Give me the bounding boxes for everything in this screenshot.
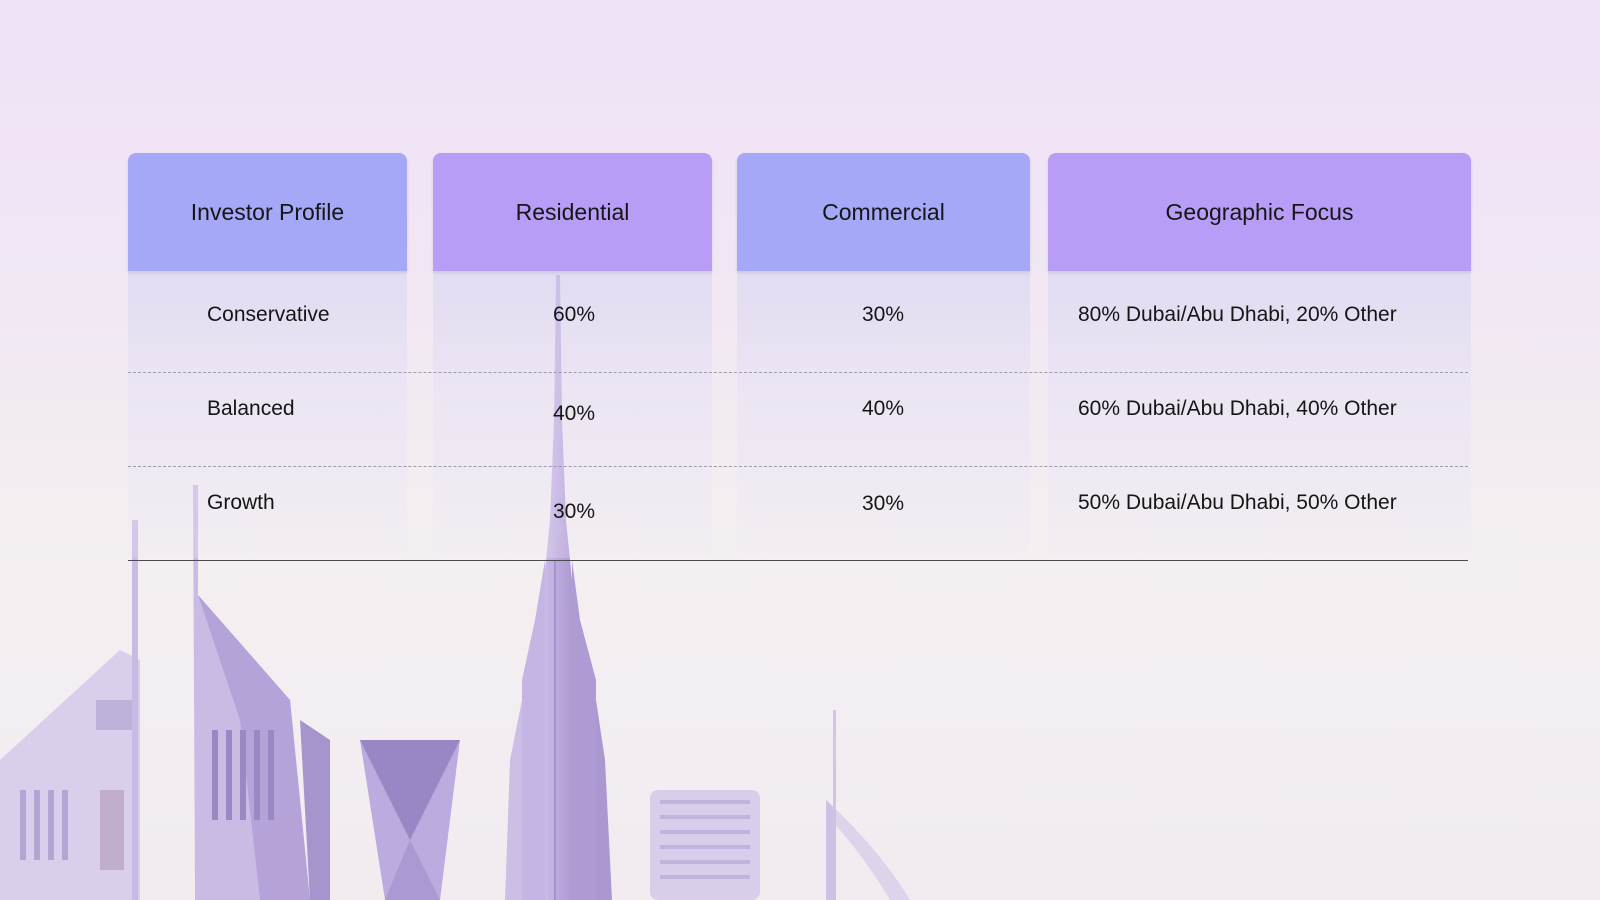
cell-residential-conservative: 60%: [553, 303, 596, 326]
column-body-background: [1048, 271, 1471, 558]
sail-building: [826, 710, 910, 900]
left-building: [0, 520, 140, 900]
header-investor-profile: Investor Profile: [128, 153, 407, 271]
emirates-tower-1: [193, 485, 330, 900]
column-investor-profile: Investor Profile Conservative Balanced G…: [128, 153, 407, 558]
cell-profile-growth: Growth: [207, 491, 275, 514]
burj-khalifa: [505, 275, 612, 900]
column-residential: Residential 60% 40% 30%: [433, 153, 712, 558]
column-body-background: [737, 271, 1030, 558]
cell-commercial-balanced: 40%: [862, 397, 905, 420]
investor-allocation-table: Investor Profile Conservative Balanced G…: [128, 153, 1471, 561]
cell-commercial-conservative: 30%: [862, 303, 905, 326]
cell-profile-balanced: Balanced: [207, 397, 295, 420]
column-geographic-focus: Geographic Focus 80% Dubai/Abu Dhabi, 20…: [1048, 153, 1471, 558]
angular-tower: [360, 740, 460, 900]
header-commercial: Commercial: [737, 153, 1030, 271]
round-tower: [650, 790, 760, 900]
cell-residential-balanced: 40%: [553, 402, 596, 425]
header-residential: Residential: [433, 153, 712, 271]
cell-commercial-growth: 30%: [862, 492, 905, 515]
table-bottom-border: [128, 560, 1468, 561]
row-divider: [128, 372, 1468, 373]
column-body-background: [128, 271, 407, 558]
cell-residential-growth: 30%: [553, 500, 596, 523]
header-geographic-focus: Geographic Focus: [1048, 153, 1471, 271]
column-commercial: Commercial 30% 40% 30%: [737, 153, 1030, 558]
cell-geo-conservative: 80% Dubai/Abu Dhabi, 20% Other: [1078, 303, 1397, 326]
row-divider: [128, 466, 1468, 467]
cell-profile-conservative: Conservative: [207, 303, 330, 326]
cell-geo-growth: 50% Dubai/Abu Dhabi, 50% Other: [1078, 491, 1397, 514]
column-body-background: [433, 271, 712, 558]
cell-geo-balanced: 60% Dubai/Abu Dhabi, 40% Other: [1078, 397, 1397, 420]
